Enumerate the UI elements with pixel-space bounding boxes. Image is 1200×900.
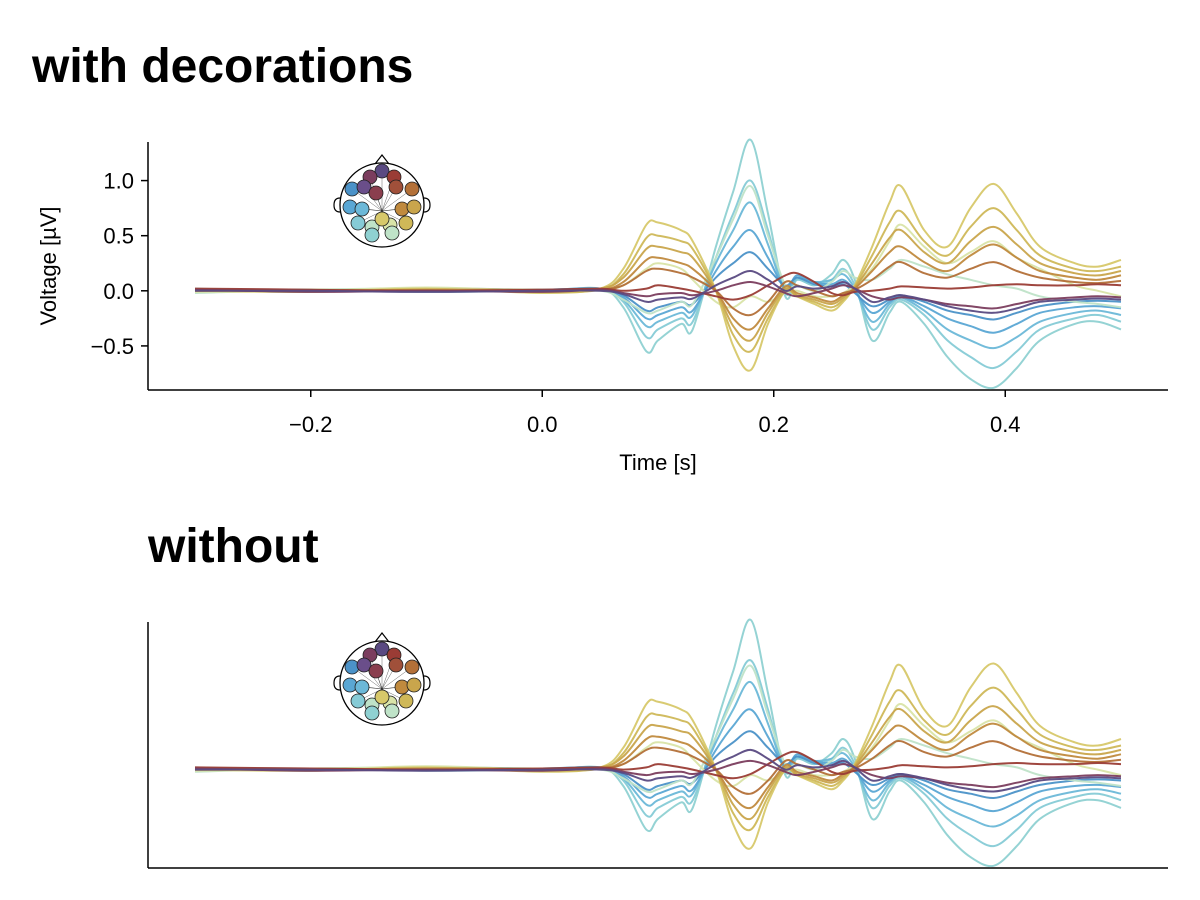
electrode-dot — [374, 641, 390, 657]
series-lines — [194, 618, 1122, 868]
left-ear-shape — [333, 675, 341, 691]
series-line — [194, 681, 1122, 828]
y-tick-label: 1.0 — [103, 169, 134, 194]
panel-1-ylabel: Voltage [µV] — [36, 206, 61, 325]
series-line — [194, 223, 1122, 309]
electrode-dot — [384, 703, 400, 719]
electrode-dot — [364, 705, 380, 721]
electrode-dot — [356, 657, 372, 673]
electrode-dot — [388, 657, 404, 673]
electrode-dot — [388, 179, 404, 195]
electrode-dot — [354, 201, 370, 217]
electrode-dot — [404, 181, 420, 197]
electrode-dot — [350, 215, 366, 231]
electrode-dot — [398, 215, 414, 231]
y-tick-label: 0.0 — [103, 279, 134, 304]
y-tick-label: 0.5 — [103, 224, 134, 249]
y-tick-label: −0.5 — [91, 334, 134, 359]
electrode-dot — [374, 689, 390, 705]
series-line — [194, 705, 1122, 821]
electrode-dot — [356, 179, 372, 195]
right-ear-shape — [423, 675, 431, 691]
panel-2-title: without — [147, 520, 319, 573]
series-line — [194, 662, 1122, 850]
electrode-dot — [398, 693, 414, 709]
electrode-dot — [350, 693, 366, 709]
x-tick-label: 0.2 — [758, 412, 789, 437]
panel-1-title: with decorations — [31, 40, 413, 93]
series-line — [194, 280, 1122, 310]
left-ear-shape — [333, 197, 341, 213]
x-tick-label: −0.2 — [289, 412, 332, 437]
panel-without — [147, 618, 1168, 869]
electrode-dot — [354, 679, 370, 695]
series-line — [194, 182, 1122, 372]
electrode-dot — [406, 199, 422, 215]
topoplot-inset — [333, 632, 431, 726]
x-tick-label: 0.4 — [990, 412, 1021, 437]
electrode-dot — [404, 659, 420, 675]
electrode-dot — [364, 227, 380, 243]
nose-shape — [374, 632, 390, 643]
series-line — [194, 748, 1122, 793]
series-line — [194, 225, 1122, 342]
electrode-dot — [406, 677, 422, 693]
panel-with-decorations: −0.2 0.0 0.2 0.4 −0.5 0.0 0.5 1.0 — [91, 138, 1168, 437]
series-line — [194, 750, 1122, 780]
series-line — [194, 271, 1122, 301]
electrode-dot — [374, 211, 390, 227]
series-lines — [194, 138, 1122, 390]
electrode-dot — [384, 225, 400, 241]
right-ear-shape — [423, 197, 431, 213]
series-line — [194, 759, 1122, 789]
electrode-dot — [368, 185, 384, 201]
panel-1-xlabel: Time [s] — [619, 450, 696, 475]
topoplot-inset — [333, 154, 431, 248]
electrode-dot — [374, 163, 390, 179]
nose-shape — [374, 154, 390, 165]
x-tick-label: 0.0 — [527, 412, 558, 437]
series-line — [194, 269, 1122, 314]
series-line — [194, 201, 1122, 350]
electrode-dot — [368, 663, 384, 679]
